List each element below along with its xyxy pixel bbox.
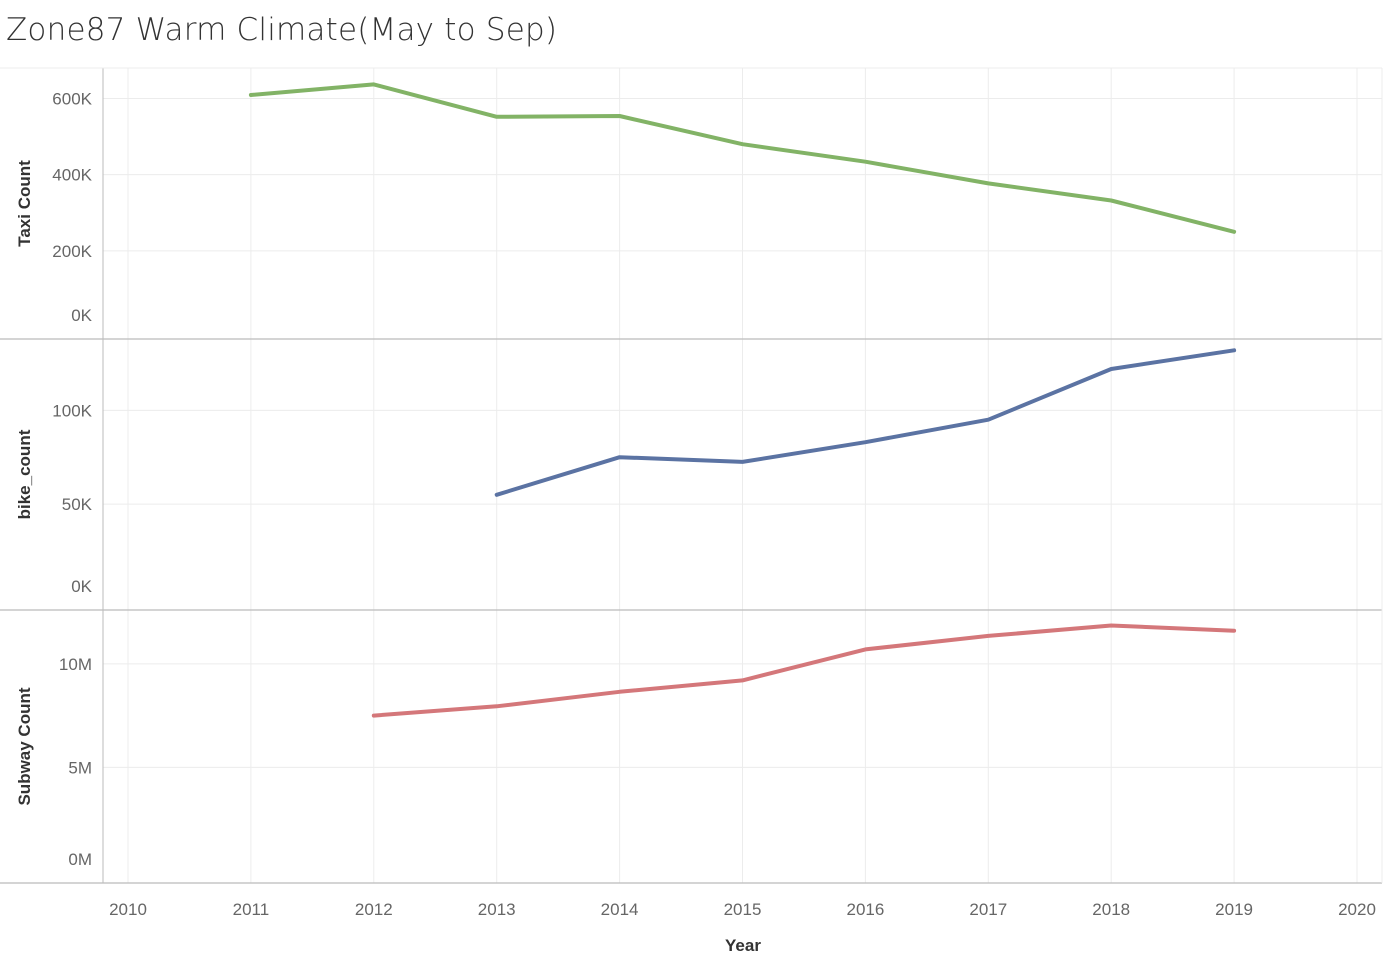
data-point-taxi: [741, 142, 745, 146]
y-tick-label: 600K: [52, 89, 92, 108]
y-tick-label: 0K: [71, 306, 92, 325]
y-tick-label: 0M: [68, 850, 92, 869]
data-point-subway: [618, 690, 622, 694]
y-axis-title: Taxi Count: [15, 160, 34, 247]
data-point-bike: [495, 493, 499, 497]
x-tick-label: 2018: [1092, 900, 1130, 919]
y-tick-label: 10M: [59, 655, 92, 674]
data-point-subway: [1109, 624, 1113, 628]
data-point-subway: [1232, 629, 1236, 633]
data-point-subway: [495, 704, 499, 708]
data-point-taxi: [986, 181, 990, 185]
series-line-subway: [371, 623, 1237, 718]
x-tick-label: 2013: [478, 900, 516, 919]
y-tick-label: 100K: [52, 401, 92, 420]
x-tick-label: 2012: [355, 900, 393, 919]
data-point-taxi: [618, 114, 622, 118]
data-point-bike: [618, 455, 622, 459]
data-point-bike: [1232, 348, 1236, 352]
y-tick-label: 5M: [68, 758, 92, 777]
chart-title: Zone87 Warm Climate(May to Sep): [6, 12, 558, 48]
data-point-taxi: [495, 115, 499, 119]
x-axis-title: Year: [725, 936, 761, 955]
series-line-bike: [494, 348, 1237, 497]
data-point-bike: [741, 460, 745, 464]
x-tick-label: 2015: [724, 900, 762, 919]
y-tick-label: 50K: [62, 495, 93, 514]
data-point-taxi: [863, 160, 867, 164]
data-point-taxi: [372, 82, 376, 86]
series-line-taxi: [248, 82, 1237, 234]
y-tick-label: 400K: [52, 166, 92, 185]
data-point-taxi: [249, 93, 253, 97]
x-tick-label: 2019: [1215, 900, 1253, 919]
x-tick-label: 2010: [109, 900, 147, 919]
x-tick-label: 2017: [969, 900, 1007, 919]
x-tick-label: 2016: [846, 900, 884, 919]
x-tick-label: 2011: [233, 900, 270, 919]
data-point-bike: [986, 418, 990, 422]
data-point-taxi: [1109, 199, 1113, 203]
y-tick-label: 200K: [52, 242, 92, 261]
data-point-bike: [1109, 367, 1113, 371]
data-point-subway: [372, 714, 376, 718]
y-axis-title: bike_count: [15, 429, 34, 519]
data-point-bike: [863, 440, 867, 444]
y-tick-label: 0K: [71, 577, 92, 596]
x-tick-label: 2020: [1338, 900, 1376, 919]
x-tick-label: 2014: [601, 900, 639, 919]
data-point-subway: [986, 634, 990, 638]
data-point-taxi: [1232, 230, 1236, 234]
data-point-subway: [741, 678, 745, 682]
y-axis-title: Subway Count: [15, 687, 34, 805]
data-point-subway: [863, 647, 867, 651]
